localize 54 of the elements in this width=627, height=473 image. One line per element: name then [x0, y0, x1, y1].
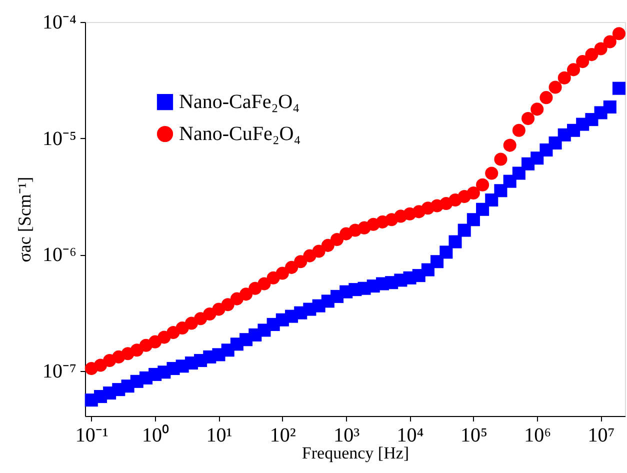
y-tick-label: 10⁻⁴: [42, 12, 77, 34]
point: [330, 232, 344, 246]
x-tick-label: 10⁴: [396, 424, 424, 446]
x-tick-label: 10⁷: [588, 424, 615, 446]
point: [466, 213, 480, 226]
point: [503, 138, 516, 152]
y-axis-title: σac [Scm⁻¹]: [14, 176, 35, 262]
legend-label: Nano-CuFe₂O₄: [179, 123, 301, 145]
x-tick-label: 10²: [270, 424, 296, 446]
x-tick-label: 10⁻¹: [75, 424, 108, 446]
point: [548, 80, 562, 94]
x-axis-title: Frequency [Hz]: [302, 444, 410, 462]
point: [612, 27, 626, 40]
point: [458, 224, 471, 237]
point: [585, 48, 598, 62]
point: [294, 255, 308, 268]
x-tick-label: 10⁶: [524, 424, 552, 446]
x-tick-label: 10⁰: [142, 424, 170, 446]
point: [540, 91, 553, 104]
point: [494, 184, 508, 198]
point: [466, 186, 480, 200]
point: [576, 55, 590, 68]
point: [284, 260, 298, 274]
y-tick-label: 10⁻⁷: [42, 360, 77, 382]
point: [603, 35, 616, 48]
point: [512, 124, 526, 137]
point: [603, 100, 616, 114]
point: [440, 246, 453, 259]
x-tick-label: 10³: [334, 424, 360, 446]
point: [594, 42, 608, 56]
point: [485, 166, 498, 180]
point: [476, 202, 490, 216]
legend-label: Nano-CaFe₂O₄: [179, 91, 300, 113]
point: [221, 298, 234, 312]
point: [239, 288, 253, 301]
x-tick-label: 10¹: [206, 424, 232, 446]
point: [612, 82, 626, 95]
point: [448, 235, 462, 248]
point: [567, 63, 580, 76]
point: [485, 193, 498, 207]
point: [430, 255, 444, 268]
point: [558, 71, 571, 84]
y-tick-label: 10⁻⁶: [42, 244, 77, 266]
x-tick-label: 10⁵: [460, 424, 488, 446]
point: [321, 238, 334, 252]
point: [276, 266, 289, 280]
y-tick-label: 10⁻⁵: [42, 128, 76, 150]
point: [494, 152, 508, 166]
point: [522, 112, 535, 126]
point: [258, 277, 271, 290]
point: [530, 102, 544, 116]
point: [512, 166, 526, 180]
point: [312, 244, 326, 258]
point: [476, 178, 490, 192]
